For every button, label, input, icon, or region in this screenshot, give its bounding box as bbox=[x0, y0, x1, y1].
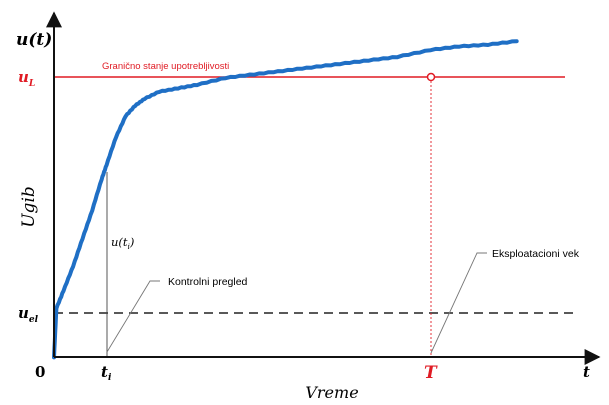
inspection-time-label: ti bbox=[101, 363, 112, 383]
x-axis-title: t bbox=[583, 363, 590, 381]
elastic-label: uel bbox=[18, 304, 39, 325]
origin-label: 0 bbox=[35, 363, 45, 381]
inspection-value-label: u(ti) bbox=[111, 235, 134, 251]
y-axis-rotated-label: Ugib bbox=[19, 186, 39, 228]
deflection-curve bbox=[52, 39, 519, 360]
service-life-time-label: T bbox=[424, 363, 438, 383]
y-axis-title: u(t) bbox=[16, 30, 52, 50]
inspection-callout-leader bbox=[106, 280, 160, 353]
limit-label: uL bbox=[18, 68, 35, 89]
service-life-callout-leader bbox=[430, 252, 487, 354]
inspection-callout-label: Kontrolni pregled bbox=[168, 276, 248, 288]
limit-state-label: Granično stanje upotrebljivosti bbox=[102, 61, 229, 72]
x-axis-rotated-label: Vreme bbox=[305, 383, 358, 402]
service-life-intersection-marker bbox=[426, 72, 436, 82]
service-life-callout-label: Eksploatacioni vek bbox=[492, 248, 580, 260]
